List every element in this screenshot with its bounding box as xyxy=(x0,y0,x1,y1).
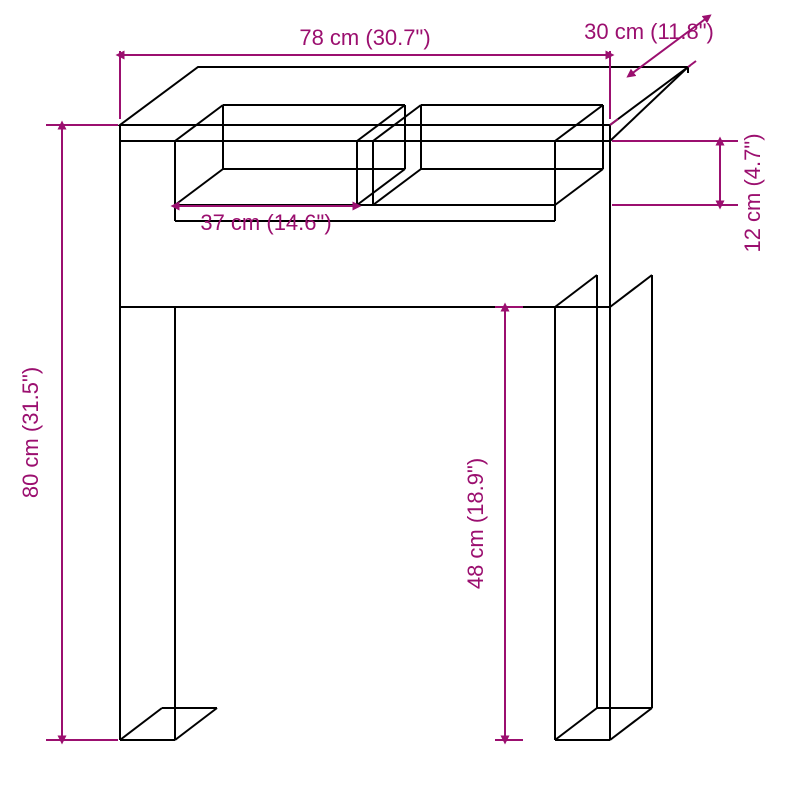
dim-label-shelf_h: 12 cm (4.7") xyxy=(740,133,765,252)
furniture-outline xyxy=(120,67,688,740)
dimension-drawing: 78 cm (30.7") 30 cm (11.8") 12 cm (4.7") 37… xyxy=(0,0,800,800)
dim-label-width: 78 cm (30.7") xyxy=(299,25,430,50)
dim-label-depth: 30 cm (11.8") xyxy=(584,19,714,44)
dim-label-leg_open: 48 cm (18.9") xyxy=(463,458,488,589)
dim-label-shelf_w: 37 cm (14.6") xyxy=(200,210,331,235)
dim-label-height: 80 cm (31.5") xyxy=(18,367,43,498)
